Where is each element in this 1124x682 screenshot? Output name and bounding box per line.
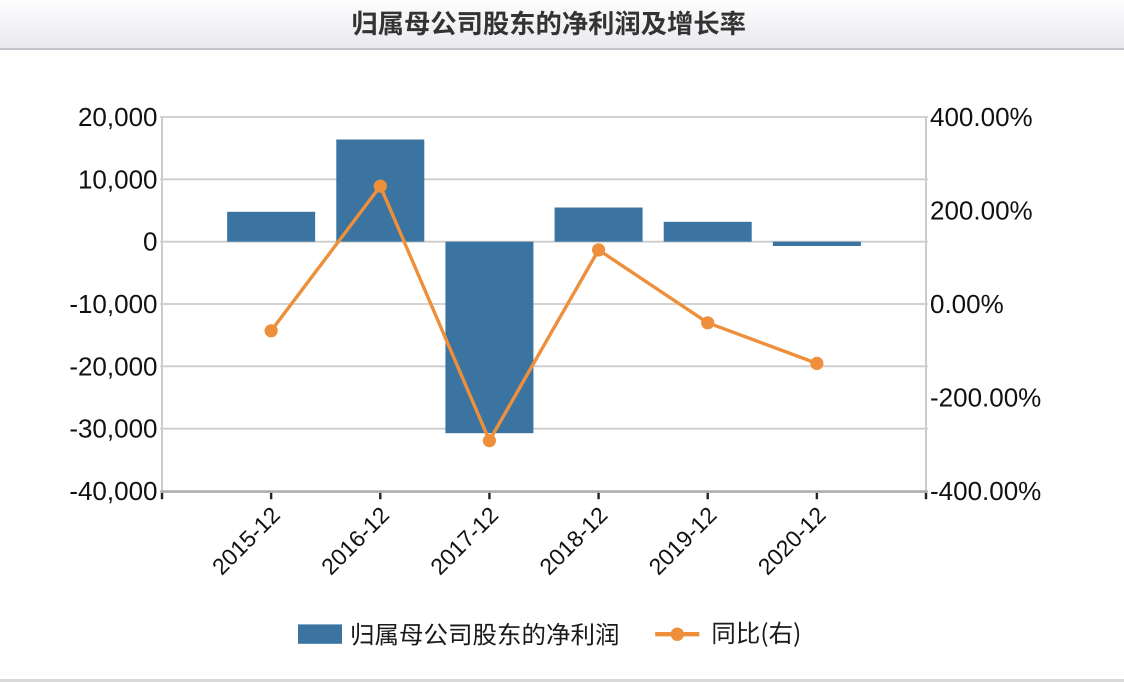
svg-text:2018-12: 2018-12 [534,502,612,580]
svg-text:10,000: 10,000 [78,164,158,194]
svg-text:400.00%: 400.00% [930,102,1033,132]
svg-text:-200.00%: -200.00% [930,383,1041,413]
svg-text:-40,000: -40,000 [69,476,157,506]
svg-text:2019-12: 2019-12 [643,502,721,580]
svg-text:-400.00%: -400.00% [930,476,1041,506]
svg-text:20,000: 20,000 [78,102,158,132]
svg-text:-30,000: -30,000 [69,414,157,444]
svg-text:200.00%: 200.00% [930,196,1033,226]
svg-text:0: 0 [143,227,157,257]
svg-text:2015-12: 2015-12 [207,502,285,580]
svg-text:-20,000: -20,000 [69,351,157,381]
svg-text:2017-12: 2017-12 [425,502,503,580]
svg-text:2016-12: 2016-12 [316,502,394,580]
svg-text:2020-12: 2020-12 [753,502,831,580]
svg-text:-10,000: -10,000 [69,289,157,319]
svg-text:0.00%: 0.00% [930,289,1004,319]
